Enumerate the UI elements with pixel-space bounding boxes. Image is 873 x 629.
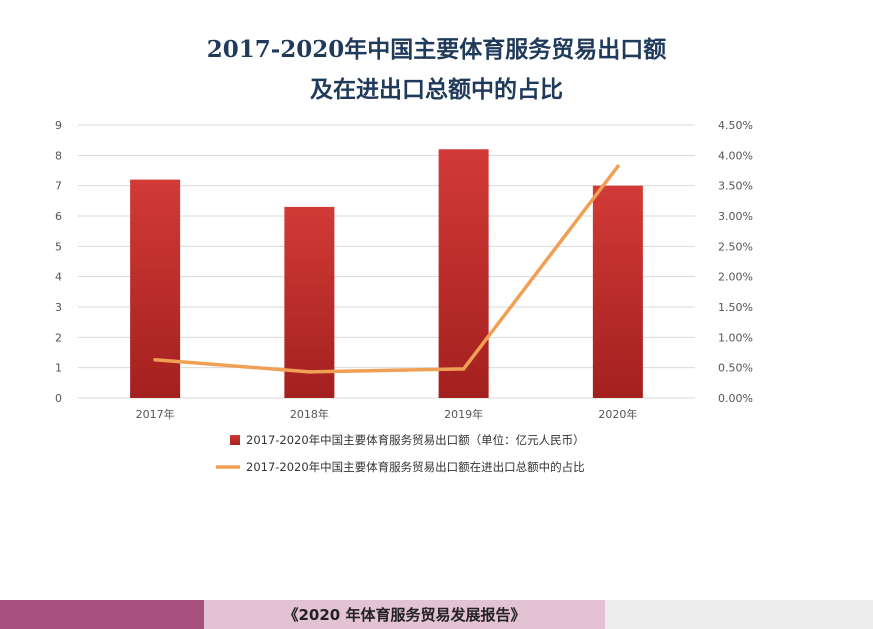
left-tick-label: 4 <box>55 271 62 284</box>
footer-report-source: 《2020 年体育服务贸易发展报告》 <box>204 600 605 629</box>
left-tick-label: 0 <box>55 392 62 405</box>
right-tick-label: 3.00% <box>718 210 753 223</box>
bar-series <box>130 149 643 398</box>
footer-accent-right <box>605 600 873 629</box>
chart-title: 2017-2020年中国主要体育服务贸易出口额 及在进出口总额中的占比 <box>0 30 873 110</box>
bar <box>592 185 643 398</box>
chart-title-line-1: 2017-2020年中国主要体育服务贸易出口额 <box>206 36 667 63</box>
left-tick-label: 5 <box>55 240 62 253</box>
left-tick-label: 3 <box>55 301 62 314</box>
right-tick-label: 0.50% <box>718 362 753 375</box>
left-axis-ticks: 0 1 2 3 4 5 6 7 8 9 <box>55 119 62 405</box>
x-axis-ticks: 2017年 2018年 2019年 2020年 <box>136 407 638 421</box>
left-tick-label: 9 <box>55 119 62 132</box>
right-tick-label: 4.50% <box>718 119 753 132</box>
chart-title-line-2: 及在进出口总额中的占比 <box>310 76 563 103</box>
left-tick-label: 7 <box>55 180 62 193</box>
right-tick-label: 0.00% <box>718 392 753 405</box>
legend-label-line: 2017-2020年中国主要体育服务贸易出口额在进出口总额中的占比 <box>246 460 585 474</box>
right-tick-label: 2.00% <box>718 271 753 284</box>
footer-bar: 《2020 年体育服务贸易发展报告》 <box>0 600 873 629</box>
x-tick-label: 2018年 <box>290 407 329 421</box>
line-point <box>616 164 620 169</box>
right-tick-label: 2.50% <box>718 240 753 253</box>
line-point <box>153 357 157 362</box>
right-tick-label: 1.00% <box>718 331 753 344</box>
x-tick-label: 2020年 <box>598 407 637 421</box>
legend-label-bar: 2017-2020年中国主要体育服务贸易出口额（单位：亿元人民币） <box>246 433 585 447</box>
bar <box>438 149 489 398</box>
bar <box>284 206 335 398</box>
gridlines <box>78 124 695 399</box>
line-point <box>307 370 312 374</box>
combo-chart: 0 1 2 3 4 5 6 7 8 9 0.00% 0.50% 1.00% 1.50% 2.00% 2.50… <box>55 119 753 474</box>
right-tick-label: 3.50% <box>718 180 753 193</box>
x-tick-label: 2019年 <box>444 407 483 421</box>
x-tick-label: 2017年 <box>136 407 175 421</box>
footer-accent-left <box>0 600 204 629</box>
right-tick-label: 1.50% <box>718 301 753 314</box>
legend: 2017-2020年中国主要体育服务贸易出口额（单位：亿元人民币） 2017-2… <box>216 433 585 474</box>
right-axis-ticks: 0.00% 0.50% 1.00% 1.50% 2.00% 2.50% 3.00% 3.50%… <box>718 119 753 405</box>
bar <box>130 179 181 398</box>
left-tick-label: 2 <box>55 331 62 344</box>
left-tick-label: 1 <box>55 362 62 375</box>
series-line <box>153 164 620 374</box>
legend-swatch-bar <box>230 435 240 445</box>
left-tick-label: 8 <box>55 149 62 162</box>
line-point <box>461 367 466 371</box>
right-tick-label: 4.00% <box>718 149 753 162</box>
left-tick-label: 6 <box>55 210 62 223</box>
line-series <box>153 164 620 374</box>
